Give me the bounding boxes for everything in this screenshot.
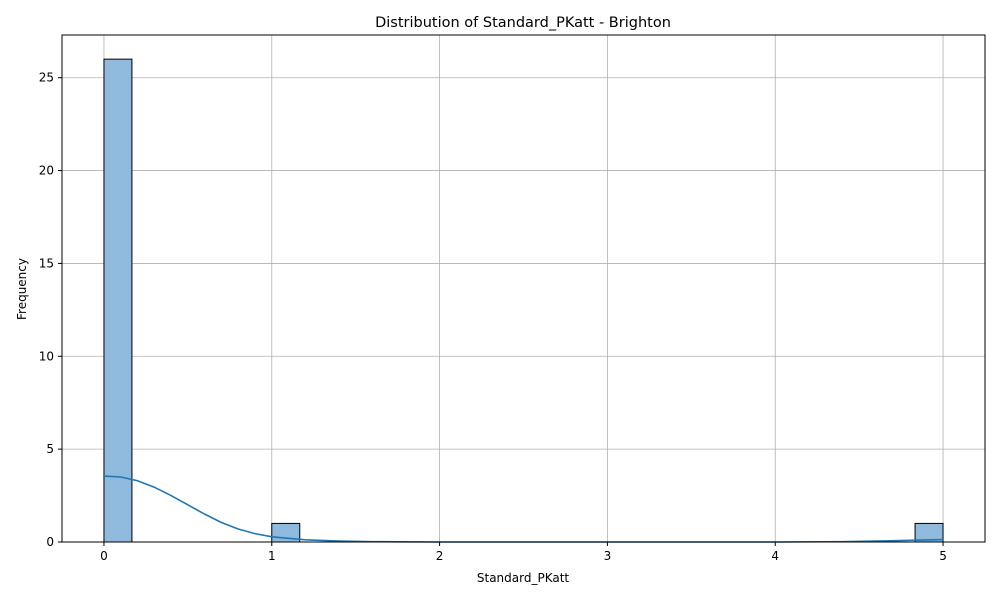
axes: 0 1 2 3 4 5 0 5 10 15 20 25 <box>39 34 986 563</box>
x-tick-label: 1 <box>268 549 276 563</box>
kde-curve <box>103 475 944 543</box>
y-tick-label: 0 <box>46 535 54 549</box>
y-tick-label: 20 <box>39 164 54 178</box>
chart-title: Distribution of Standard_PKatt - Brighto… <box>375 15 671 31</box>
histogram-bars <box>103 58 944 543</box>
histogram-bar <box>103 58 133 543</box>
x-axis-label: Standard_PKatt <box>477 571 570 585</box>
x-tick-label: 3 <box>604 549 612 563</box>
plot-frame <box>61 34 986 543</box>
kde-line <box>103 475 944 543</box>
x-tick-label: 2 <box>436 549 444 563</box>
grid-lines <box>62 35 985 543</box>
y-tick-label: 15 <box>39 256 54 270</box>
y-tick-label: 25 <box>39 71 54 85</box>
y-tick-label: 5 <box>46 442 54 456</box>
x-tick-label: 0 <box>100 549 108 563</box>
y-tick-label: 10 <box>39 349 54 363</box>
x-tick-label: 4 <box>771 549 779 563</box>
y-axis-label: Frequency <box>15 258 29 320</box>
x-tick-label: 5 <box>939 549 947 563</box>
